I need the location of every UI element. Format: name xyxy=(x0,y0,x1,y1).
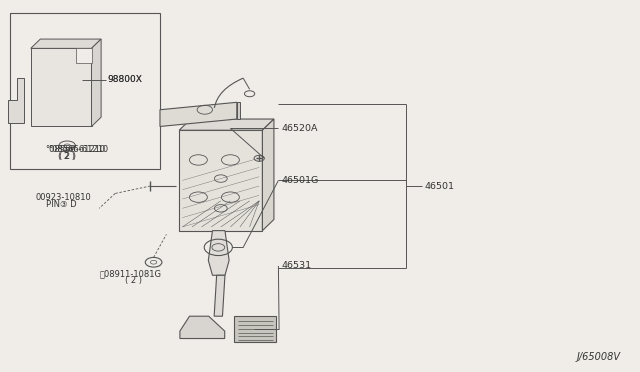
Polygon shape xyxy=(31,48,92,126)
Text: PIN③ D: PIN③ D xyxy=(46,200,77,209)
Polygon shape xyxy=(92,39,101,126)
Text: 00923-10810: 00923-10810 xyxy=(35,193,91,202)
Text: °08566-61210: °08566-61210 xyxy=(48,145,108,154)
Polygon shape xyxy=(160,102,237,126)
Text: 98800X: 98800X xyxy=(108,76,142,84)
Text: 46520A: 46520A xyxy=(282,124,318,133)
Bar xyxy=(10,13,160,169)
Polygon shape xyxy=(76,48,92,63)
Text: ( 2 ): ( 2 ) xyxy=(59,152,76,161)
Polygon shape xyxy=(262,119,274,231)
Polygon shape xyxy=(31,39,101,48)
Text: J/65008V: J/65008V xyxy=(577,352,621,362)
Text: 98800X: 98800X xyxy=(108,76,142,84)
Polygon shape xyxy=(179,119,274,130)
Polygon shape xyxy=(214,275,225,316)
Text: ( 2 ): ( 2 ) xyxy=(125,276,142,285)
Text: 46501G: 46501G xyxy=(282,176,319,185)
Polygon shape xyxy=(180,316,225,339)
Text: 46531: 46531 xyxy=(282,262,312,270)
Text: 46501: 46501 xyxy=(424,182,454,190)
Text: °08566-61210: °08566-61210 xyxy=(45,145,105,154)
Polygon shape xyxy=(209,231,229,275)
Text: ( 2 ): ( 2 ) xyxy=(58,152,75,161)
Polygon shape xyxy=(234,316,276,342)
Text: ⓝ08911-1081G: ⓝ08911-1081G xyxy=(99,269,161,278)
Polygon shape xyxy=(237,102,240,119)
Polygon shape xyxy=(8,78,24,123)
Polygon shape xyxy=(179,130,262,231)
